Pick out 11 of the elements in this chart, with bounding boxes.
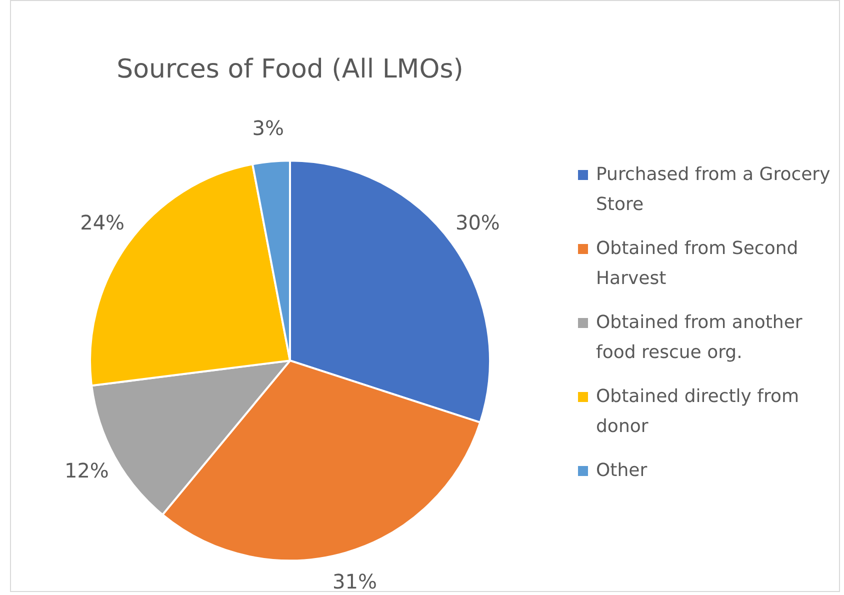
chart-title: Sources of Food (All LMOs): [116, 54, 464, 84]
legend-label: Obtained from another food rescue org.: [596, 311, 804, 365]
data-label: 31%: [332, 570, 377, 594]
legend-label: Other: [596, 459, 648, 483]
data-label: 24%: [80, 210, 125, 234]
legend-label: Purchased from a Grocery Store: [596, 163, 832, 217]
data-label: 3%: [252, 116, 284, 140]
data-label: 12%: [64, 458, 109, 483]
legend-label: Obtained from Second Harvest: [596, 237, 800, 291]
data-label: 30%: [455, 210, 500, 234]
legend-label: Obtained directly from donor: [596, 385, 800, 439]
